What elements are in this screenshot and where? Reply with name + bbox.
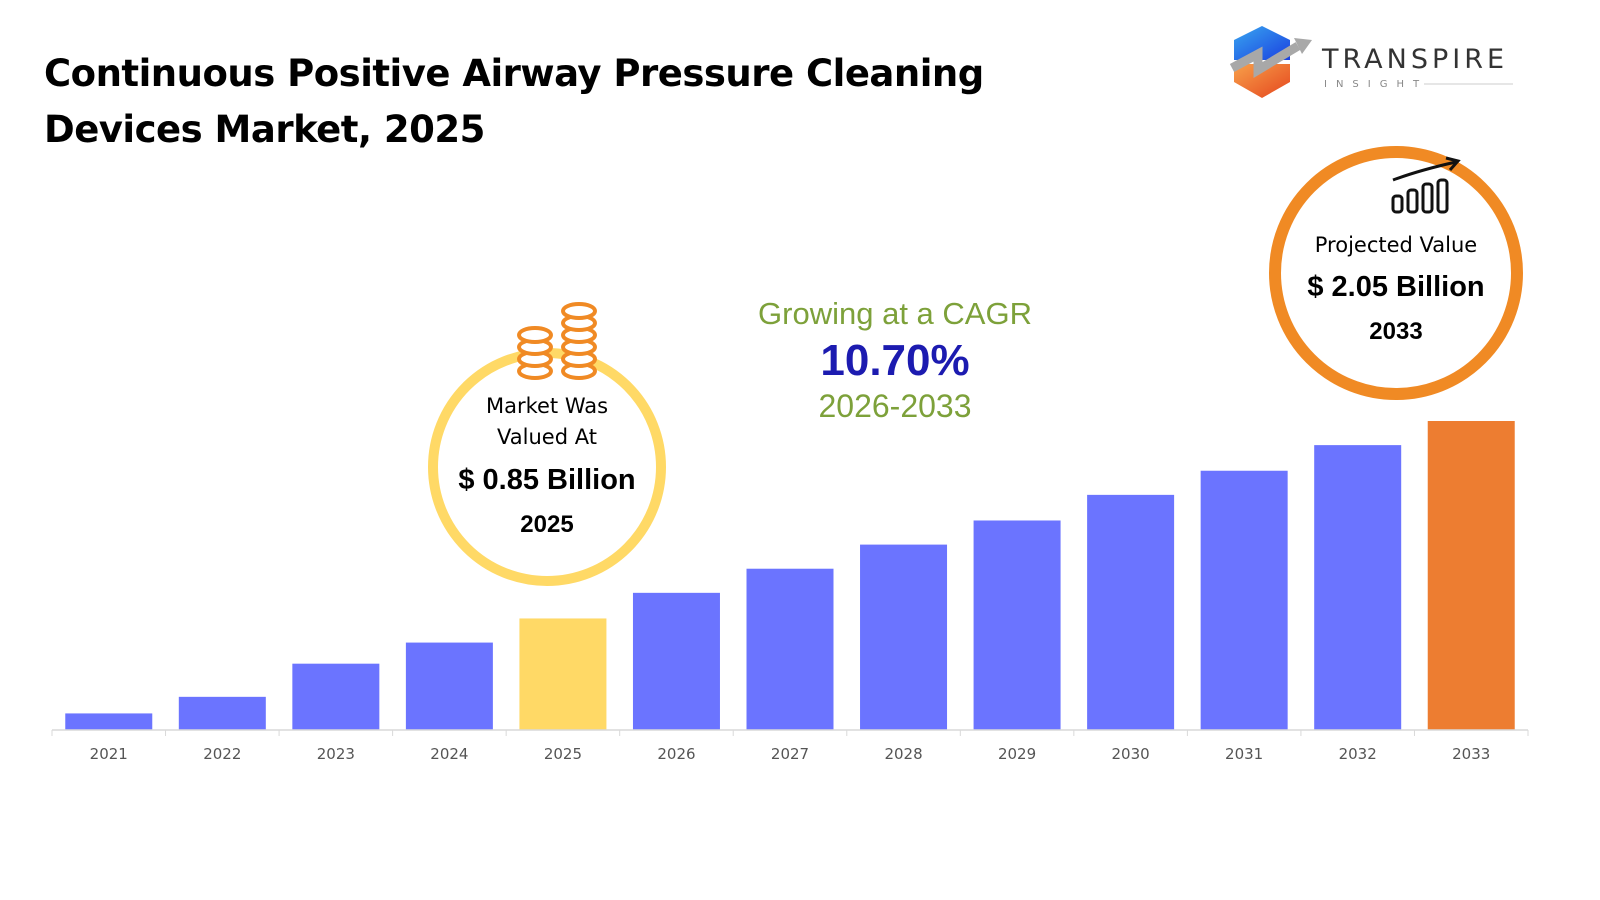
bar-2032 — [1314, 445, 1402, 730]
bar-2021 — [65, 713, 153, 730]
x-tick-label: 2022 — [203, 745, 241, 763]
x-tick-label: 2031 — [1225, 745, 1263, 763]
market-label-line1: Market Was — [485, 394, 609, 418]
market-value: $ 0.85 Billion — [458, 464, 636, 496]
coin-stack-icon — [517, 302, 597, 380]
x-tick-label: 2027 — [771, 745, 809, 763]
bar-2026 — [632, 592, 720, 730]
market-label-line2: Valued At — [497, 425, 597, 449]
x-tick-label: 2023 — [317, 745, 355, 763]
x-tick-label: 2021 — [90, 745, 128, 763]
bar-2033 — [1427, 421, 1515, 730]
projected-value: $ 2.05 Billion — [1307, 271, 1485, 303]
x-tick-label: 2026 — [657, 745, 695, 763]
projected-year: 2033 — [1369, 318, 1423, 345]
cagr-label: Growing at a CAGR — [758, 296, 1032, 331]
projected-label: Projected Value — [1314, 233, 1478, 257]
logo-name: TRANSPIRE — [1321, 44, 1508, 75]
x-tick-label: 2030 — [1112, 745, 1150, 763]
x-tick-label: 2024 — [430, 745, 468, 763]
x-tick-label: 2025 — [544, 745, 582, 763]
bar-2022 — [178, 696, 266, 730]
growth-bar-chart-icon — [1391, 156, 1461, 214]
market-value-callout: Market Was Valued At $ 0.85 Billion 2025 — [447, 390, 647, 539]
projected-value-ring — [1269, 146, 1523, 400]
bar-2024 — [405, 642, 493, 730]
cagr-period: 2026-2033 — [818, 388, 972, 424]
x-tick-label: 2029 — [998, 745, 1036, 763]
cagr-callout: Growing at a CAGR 10.70% 2026-2033 — [700, 296, 1090, 425]
bar-2030 — [1087, 494, 1175, 730]
bar-2023 — [292, 663, 380, 730]
x-tick-label: 2032 — [1339, 745, 1377, 763]
bar-2029 — [973, 520, 1061, 730]
page-title: Continuous Positive Airway Pressure Clea… — [44, 52, 984, 151]
x-tick-label: 2033 — [1452, 745, 1490, 763]
projected-value-callout: Projected Value $ 2.05 Billion 2033 — [1286, 233, 1506, 346]
x-tick-label: 2028 — [884, 745, 922, 763]
bar-2025 — [519, 618, 607, 730]
logo: TRANSPIRE INSIGHT — [1228, 24, 1518, 104]
transpire-logo-icon: TRANSPIRE INSIGHT — [1229, 26, 1513, 98]
bar-2031 — [1200, 470, 1288, 730]
cagr-value: 10.70% — [820, 336, 970, 385]
bar-2028 — [860, 544, 948, 730]
logo-sub: INSIGHT — [1324, 79, 1428, 90]
market-year: 2025 — [520, 511, 574, 538]
bar-2027 — [746, 568, 834, 730]
